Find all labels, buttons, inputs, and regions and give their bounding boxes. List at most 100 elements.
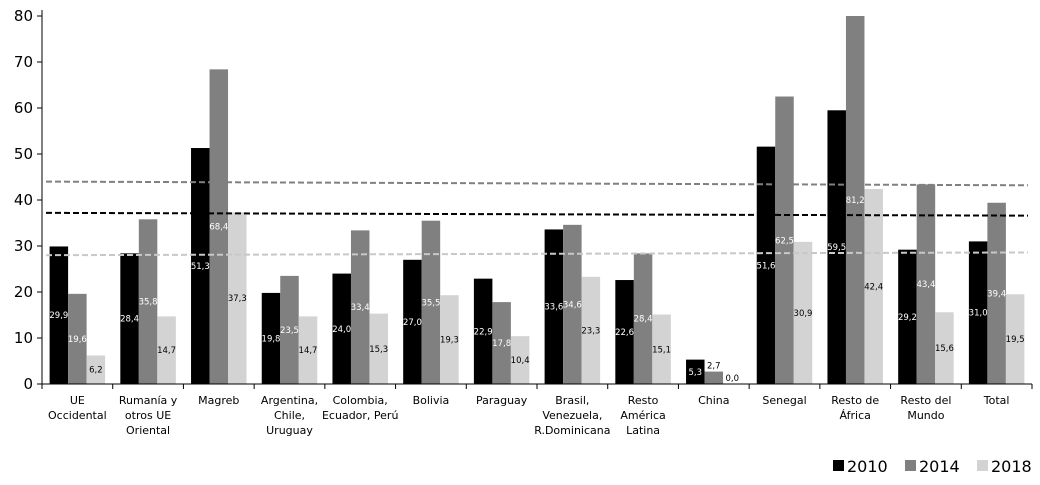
bar-2010 [191,148,210,384]
category-label-line: África [840,409,871,422]
data-label-2014: 43,4 [916,280,935,290]
data-label-2010: 22,9 [474,327,493,337]
bar-2010 [898,249,917,384]
category-label: Brasil, Venezuela, R.Dominicana [534,394,610,437]
legend-swatch [833,460,844,471]
bar-2010 [332,273,351,384]
category-label-line: Colombia, [333,394,388,407]
category-label-line: Mundo [907,409,944,422]
x-axis: UE Occidental Rumanía y otros UE Oriental Mag… [41,383,1033,437]
data-label-2010: 31,0 [969,309,988,319]
bar-2014 [350,230,370,384]
category-label: Bolivia [413,394,450,407]
bar-2014 [563,224,582,384]
data-label-2014: 62,5 [775,236,794,246]
data-label-2010: 51,3 [191,262,210,272]
data-label-2018: 14,7 [157,346,176,356]
bar-2010 [827,110,846,385]
data-label-2018: 19,3 [440,336,459,346]
bar-2014 [916,184,936,384]
reference-line-2018 [45,251,1029,257]
bar-2010 [261,292,281,384]
category-label: Resto América Latina [620,394,665,437]
bar-2010 [686,359,705,384]
y-tick-label: 10 [14,329,33,347]
legend-swatch [905,460,916,471]
category-label-line: Uruguay [266,424,313,437]
data-label-2010: 51,6 [757,261,776,271]
category-label-line: Ecuador, Perú [322,409,398,422]
data-label-2018: 0,0 [726,374,740,384]
category-label-line: otros UE [125,409,171,422]
data-label-2014: 81,2 [846,196,865,206]
data-label-2010: 24,0 [332,325,351,335]
category-label-line: Magreb [198,394,239,407]
legend: 2010 2014 2018 [833,457,1032,476]
y-tick-label: 70 [14,53,33,71]
bar-2014 [704,371,724,384]
data-label-2018: 15,6 [935,344,954,354]
legend-label: 2014 [919,457,960,476]
legend-item-2018: 2018 [977,457,1032,476]
bar-2018 [440,295,459,384]
category-label-line: UE [70,394,85,407]
data-label-2018: 15,3 [369,345,388,355]
category-label-line: Total [983,394,1010,407]
category-label: Resto del Mundo [900,394,951,422]
legend-label: 2010 [847,457,888,476]
category-label-line: Chile, [274,409,305,422]
bar-2018 [86,355,106,384]
category-label: UE Occidental [48,394,107,422]
y-axis: 0 10 20 30 40 50 60 70 80 [14,7,43,393]
bar-2014 [280,275,299,384]
category-label: Total [983,394,1010,407]
data-label-2014: 23,5 [280,326,299,336]
data-label-2010: 33,6 [544,303,563,313]
bar-2010 [968,241,988,384]
bar-2014 [421,220,441,384]
bar-2010 [403,259,422,384]
bar-2018 [864,188,883,384]
bar-2014 [492,302,511,384]
reference-lines [45,180,1029,257]
category-label-line: Rumanía y [119,394,178,407]
category-label-line: Venezuela, [542,409,602,422]
y-tick-label: 50 [14,145,33,163]
legend-swatch [977,460,988,471]
bar-2014 [845,16,865,384]
bar-2010 [473,278,493,384]
data-label-2010: 22,6 [615,328,634,338]
data-label-2014: 28,4 [634,315,653,325]
category-label-line: Occidental [48,409,107,422]
category-label: Resto de África [831,394,879,422]
data-label-2014: 68,4 [209,223,228,233]
category-label-line: América [620,409,665,422]
data-label-2018: 37,3 [228,294,247,304]
bar-2018 [228,212,247,384]
y-tick-label: 40 [14,191,33,209]
data-label-2014: 17,8 [492,339,511,349]
data-label-2018: 6,2 [89,366,103,376]
bar-2014 [209,69,229,385]
category-label: Rumanía y otros UE Oriental [119,394,178,437]
bar-2010 [49,246,69,384]
category-label: Paraguay [476,394,528,407]
bar-2018 [652,314,671,384]
category-label-line: Senegal [762,394,806,407]
category-label-line: Bolivia [413,394,450,407]
bar-2010 [120,253,139,384]
data-label-2010: 29,9 [49,311,68,321]
bars: 29,919,66,228,435,814,751,368,437,319,82… [49,16,1025,385]
data-label-2018: 19,5 [1006,335,1025,345]
data-label-2010: 28,4 [120,315,139,325]
data-label-2010: 29,2 [898,313,917,323]
bar-2014 [68,293,87,384]
y-tick-label: 20 [14,283,33,301]
legend-item-2010: 2010 [833,457,888,476]
data-label-2010: 5,3 [689,368,703,378]
data-label-2018: 30,9 [794,309,813,319]
y-tick-label: 80 [14,7,33,25]
reference-line-2010 [45,211,1029,217]
data-label-2014: 35,5 [421,298,440,308]
bar-2014 [633,253,653,384]
